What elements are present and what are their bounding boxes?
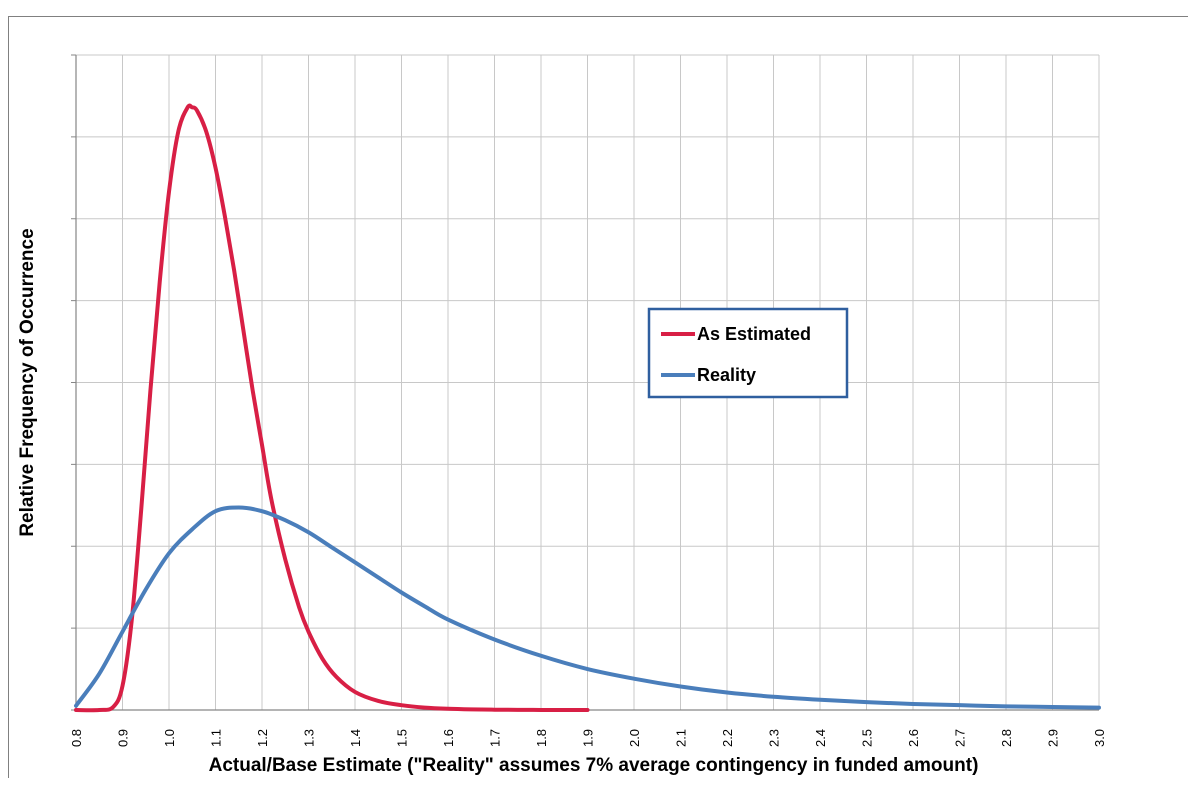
x-tick-label: 1.4 [348,729,363,747]
x-tick-label: 1.7 [488,729,503,747]
x-tick-label: 1.5 [395,729,410,747]
x-tick-label: 2.5 [860,729,875,747]
x-tick-label: 1.6 [441,729,456,747]
legend-label-as-estimated: As Estimated [697,324,811,344]
series-layer [74,103,1101,713]
x-tick-label: 1.9 [581,729,596,747]
x-tick-label: 1.0 [162,729,177,747]
x-tick-label: 2.1 [674,729,689,747]
x-tick-label: 1.8 [534,729,549,747]
x-tick-label: 2.4 [813,729,828,747]
x-tick-label: 1.2 [255,729,270,747]
legend-box [647,307,849,399]
chart-svg: 0.8 0.9 1.0 1.1 1.2 1.3 1.4 1.5 1.6 1.7 1.8 1.9 2.0 2… [17,54,1107,776]
x-tick-label: 2.7 [953,729,968,747]
x-tick-label: 0.9 [116,729,131,747]
chart-frame: 0.8 0.9 1.0 1.1 1.2 1.3 1.4 1.5 1.6 1.7 1.8 1.9 2.0 2… [8,16,1188,778]
x-tick-label: 1.3 [302,729,317,747]
x-tick-label: 2.3 [767,729,782,747]
x-tick-label: 2.6 [906,729,921,747]
x-tick-label: 3.0 [1092,729,1107,747]
x-tick-label: 2.2 [720,729,735,747]
x-tick-labels: 0.8 0.9 1.0 1.1 1.2 1.3 1.4 1.5 1.6 1.7 1.8 1.9 2.0 2… [69,729,1107,747]
x-tick-label: 2.9 [1046,729,1061,747]
x-tick-label: 0.8 [69,729,84,747]
x-tick-label: 2.0 [627,729,642,747]
x-tick-label: 2.8 [999,729,1014,747]
x-tick-label: 1.1 [209,729,224,747]
grid [75,54,1100,710]
series-line-as-estimated [74,103,590,713]
legend-label-reality: Reality [697,365,756,385]
x-axis-title: Actual/Base Estimate ("Reality" assumes … [209,755,979,776]
y-axis-title: Relative Frequency of Occurrence [17,228,38,536]
legend: As Estimated Reality [647,307,849,399]
series-line-reality [74,505,1101,710]
